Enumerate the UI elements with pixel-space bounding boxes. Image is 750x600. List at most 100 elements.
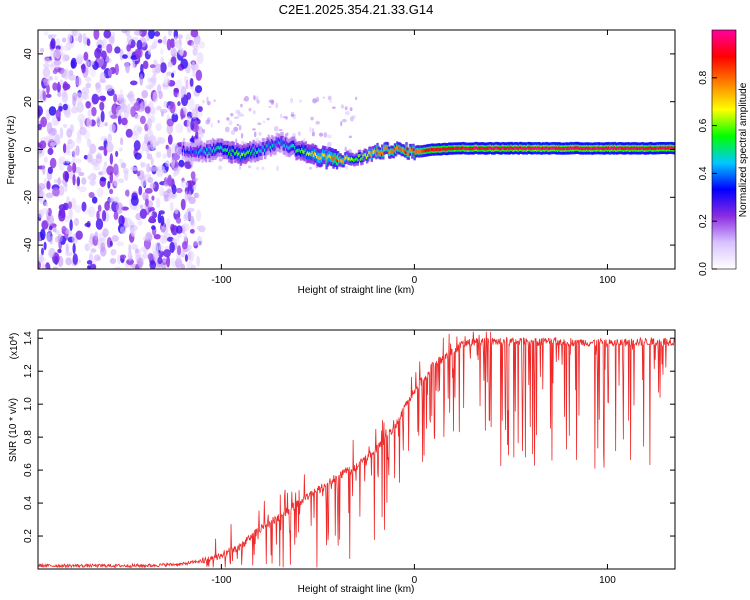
noise-speckle	[49, 157, 57, 169]
noise-speckle	[110, 114, 118, 119]
noise-speckle	[64, 215, 70, 223]
noise-speckle	[96, 210, 100, 221]
noise-speckle	[134, 152, 142, 160]
scatter-speckle	[344, 106, 348, 111]
noise-speckle	[116, 241, 124, 247]
noise-speckle	[72, 243, 76, 255]
noise-speckle	[175, 217, 182, 224]
noise-speckle	[169, 241, 175, 254]
noise-speckle	[67, 33, 73, 44]
scatter-speckle	[289, 97, 294, 104]
noise-speckle	[166, 71, 173, 76]
noise-speckle	[171, 237, 180, 244]
scatter-speckle	[235, 138, 238, 144]
noise-speckle	[120, 162, 127, 169]
noise-speckle	[169, 201, 174, 212]
scatter-speckle	[327, 141, 332, 147]
snr-y-tick-label: 0.4	[23, 496, 34, 510]
noise-speckle	[176, 245, 182, 256]
noise-speckle	[63, 182, 68, 187]
noise-speckle	[104, 122, 108, 127]
noise-speckle	[71, 30, 78, 37]
noise-speckle	[145, 173, 152, 178]
noise-speckle	[177, 101, 181, 107]
noise-speckle	[158, 186, 165, 197]
noise-speckle	[83, 51, 89, 61]
noise-speckle	[173, 167, 180, 173]
noise-speckle	[61, 91, 69, 103]
noise-speckle	[88, 191, 95, 198]
noise-speckle	[147, 253, 154, 261]
noise-speckle	[89, 263, 97, 269]
noise-speckle	[188, 98, 195, 111]
noise-speckle	[155, 123, 162, 131]
scatter-speckle	[202, 128, 206, 134]
noise-speckle	[68, 74, 76, 81]
noise-speckle	[195, 130, 199, 140]
noise-speckle	[55, 48, 61, 60]
noise-speckle	[81, 91, 88, 100]
noise-speckle	[52, 114, 56, 123]
scatter-speckle	[312, 98, 318, 104]
snr-y-scale-label: (x104)	[9, 333, 21, 360]
noise-speckle	[126, 103, 132, 115]
noise-speckle	[111, 235, 119, 242]
noise-speckle	[38, 105, 44, 117]
noise-speckle	[103, 30, 112, 39]
noise-speckle	[91, 196, 98, 204]
noise-speckle	[180, 58, 189, 69]
noise-speckle	[148, 30, 155, 40]
noise-speckle	[134, 113, 141, 120]
noise-speckle	[156, 136, 163, 144]
noise-speckle	[167, 134, 173, 145]
spectrogram-y-tick-label: 20	[23, 96, 34, 108]
noise-speckle	[136, 170, 141, 177]
scatter-speckle	[238, 124, 242, 131]
noise-speckle	[49, 248, 55, 258]
noise-speckle	[74, 158, 82, 164]
noise-speckle	[160, 215, 165, 227]
noise-speckle	[59, 79, 64, 86]
spectrogram-y-tick-label: -20	[23, 190, 34, 205]
noise-speckle	[124, 169, 129, 182]
noise-speckle	[115, 202, 124, 214]
noise-speckle	[52, 226, 57, 233]
noise-speckle	[197, 106, 203, 112]
scatter-speckle	[237, 109, 241, 115]
noise-speckle	[109, 123, 116, 134]
noise-speckle	[45, 93, 52, 98]
noise-speckle	[191, 108, 198, 119]
snr-y-tick-label: 1.0	[23, 397, 34, 411]
scatter-speckle	[257, 122, 262, 126]
noise-speckle	[76, 176, 81, 187]
noise-speckle	[88, 175, 94, 180]
noise-speckle	[175, 257, 183, 269]
noise-speckle	[48, 225, 53, 231]
noise-speckle	[156, 241, 161, 251]
noise-speckle	[146, 129, 154, 142]
noise-speckle	[117, 178, 125, 184]
noise-speckle	[104, 161, 108, 167]
snr-panel: -100 0 100 0.2 0.4 0.6 0.8 1.0 1.2 1.4 Height of…	[8, 329, 676, 595]
noise-speckle	[144, 106, 151, 114]
noise-speckle	[49, 235, 53, 245]
noise-speckle	[166, 255, 171, 268]
noise-speckle	[162, 35, 167, 45]
noise-speckle	[40, 196, 45, 204]
scatter-speckle	[256, 99, 260, 104]
noise-speckle	[184, 210, 192, 221]
noise-speckle	[90, 248, 97, 253]
noise-speckle	[42, 164, 46, 175]
noise-speckle	[140, 63, 144, 74]
scatter-speckle	[217, 119, 220, 124]
noise-speckle	[146, 153, 153, 160]
noise-speckle	[193, 240, 198, 247]
noise-speckle	[85, 58, 89, 71]
scatter-speckle	[323, 132, 328, 138]
snr-frame	[37, 329, 676, 570]
snr-x-tick-label: 0	[412, 575, 418, 586]
noise-speckle	[175, 123, 184, 134]
noise-speckle	[178, 159, 185, 168]
scatter-speckle	[348, 135, 352, 139]
